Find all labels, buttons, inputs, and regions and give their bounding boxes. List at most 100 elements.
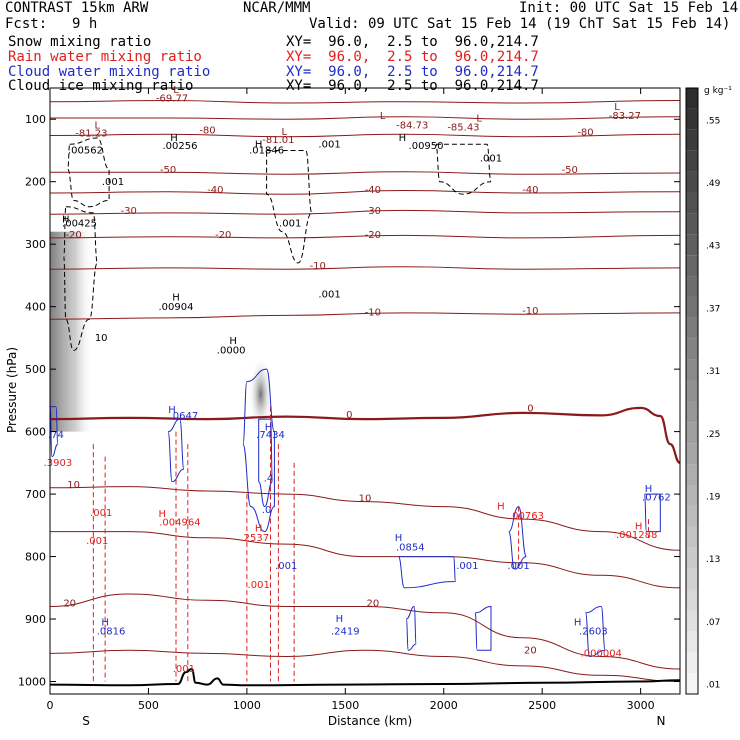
temperature-label: -80 bbox=[199, 126, 215, 137]
temperature-label: -30 bbox=[365, 206, 381, 217]
colorbar-swatch bbox=[686, 631, 698, 653]
cloud-ice-contour bbox=[266, 149, 313, 264]
y-tick-label: 700 bbox=[25, 488, 46, 501]
cloud-water-contour bbox=[242, 368, 275, 533]
cloud-ice-contour bbox=[67, 137, 110, 208]
forecast-label: Fcst: bbox=[5, 16, 48, 32]
high-marker: H bbox=[168, 405, 176, 416]
colorbar-swatch bbox=[686, 255, 698, 277]
low-marker: L bbox=[476, 114, 482, 125]
temperature-contour bbox=[50, 593, 680, 670]
high-marker: H bbox=[635, 522, 643, 533]
rain-water-label: .2537 bbox=[240, 533, 269, 544]
temperature-label: -80 bbox=[577, 127, 593, 138]
colorbar-swatch bbox=[686, 568, 698, 590]
colorbar-swatch bbox=[686, 652, 698, 674]
legend-snow-xy: XY= 96.0, 2.5 to 96.0,214.7 bbox=[286, 34, 539, 50]
colorbar-label: .55 bbox=[706, 116, 720, 126]
rain-water-label: .001 bbox=[90, 508, 112, 519]
cloud-water-label: .001 bbox=[275, 561, 297, 572]
cloud-ice-label: .0000 bbox=[217, 346, 246, 357]
colorbar-swatch bbox=[686, 276, 698, 297]
cloud-ice-label: 10 bbox=[95, 333, 108, 344]
rain-water-label: .001 bbox=[173, 664, 195, 675]
temperature-label: -69.77 bbox=[156, 94, 188, 105]
temperature-contour bbox=[50, 649, 680, 682]
temperature-contour bbox=[50, 266, 680, 270]
temperature-contour bbox=[50, 209, 680, 215]
cloud-ice-label: .01846 bbox=[249, 146, 284, 157]
temperature-contour bbox=[50, 486, 680, 551]
temperature-label: 0 bbox=[527, 404, 533, 415]
cloud-water-label: .0816 bbox=[97, 627, 126, 638]
legend-cloud-ice-xy: XY= 96.0, 2.5 to 96.0,214.7 bbox=[286, 78, 539, 94]
high-marker: H bbox=[395, 533, 403, 544]
temperature-contour bbox=[50, 99, 680, 104]
y-tick-label: 300 bbox=[25, 238, 46, 251]
temperature-contour bbox=[50, 116, 680, 120]
high-marker: H bbox=[158, 509, 166, 520]
colorbar-swatch bbox=[686, 485, 698, 506]
colorbar-swatch bbox=[686, 317, 698, 339]
y-axis-label: Pressure (hPa) bbox=[5, 347, 19, 433]
colorbar-swatch bbox=[686, 610, 698, 632]
colorbar-label: .07 bbox=[706, 618, 720, 628]
title-left: CONTRAST 15km ARW bbox=[5, 0, 149, 16]
rain-water-label: .001 bbox=[248, 580, 270, 591]
cloud-ice-label: .00425 bbox=[62, 219, 97, 230]
temperature-label: -40 bbox=[522, 185, 538, 196]
cloud-water-label: .001 bbox=[507, 561, 529, 572]
x-tick-label: 1000 bbox=[233, 699, 261, 712]
high-marker: H bbox=[574, 617, 582, 628]
cloud-ice-label: .001 bbox=[102, 177, 124, 188]
forecast-value: 9 h bbox=[72, 16, 98, 32]
colorbar-swatch bbox=[686, 296, 698, 318]
colorbar-swatch bbox=[686, 401, 698, 423]
temperature-label: -81.01 bbox=[262, 135, 294, 146]
colorbar-swatch bbox=[686, 88, 698, 109]
colorbar-swatch bbox=[686, 129, 698, 151]
cloud-water-contour bbox=[405, 605, 417, 651]
x-tick-label: 2500 bbox=[528, 699, 556, 712]
cloud-water-label: .4 bbox=[264, 474, 274, 485]
temperature-label: -83.27 bbox=[609, 111, 641, 122]
y-tick-label: 500 bbox=[25, 363, 46, 376]
legend-cloud-water: Cloud water mixing ratio bbox=[8, 64, 211, 80]
cloud-ice-label: .001 bbox=[480, 154, 502, 165]
temperature-label: 10 bbox=[359, 494, 372, 505]
temperature-label: -20 bbox=[65, 230, 81, 241]
x-tick-label: 1500 bbox=[331, 699, 359, 712]
cloud-water-label: .0854 bbox=[396, 542, 425, 553]
cloud-water-label: .0 bbox=[262, 505, 272, 516]
temperature-contour bbox=[50, 189, 680, 195]
plot-frame bbox=[49, 87, 681, 695]
colorbar-swatch bbox=[686, 589, 698, 611]
high-marker: H bbox=[265, 422, 273, 433]
temperature-label: -50 bbox=[160, 165, 176, 176]
legend-snow: Snow mixing ratio bbox=[8, 34, 152, 50]
colorbar-label: .31 bbox=[706, 367, 720, 377]
high-marker: H bbox=[229, 336, 237, 347]
cloud-water-label: .74 bbox=[48, 430, 64, 441]
y-tick-label: 600 bbox=[25, 426, 46, 439]
colorbar-swatch bbox=[686, 108, 698, 130]
x-tick-label: 2000 bbox=[430, 699, 458, 712]
cloud-water-label: .7434 bbox=[256, 430, 285, 441]
colorbar-label: .01 bbox=[706, 681, 720, 691]
temperature-contour bbox=[50, 531, 680, 589]
legend-rain-xy: XY= 96.0, 2.5 to 96.0,214.7 bbox=[286, 49, 539, 65]
colorbar-frame bbox=[685, 87, 699, 695]
temperature-label: 20 bbox=[63, 599, 76, 610]
temperature-label: -20 bbox=[215, 230, 231, 241]
colorbar-swatch bbox=[686, 380, 698, 402]
temperature-label: -84.73 bbox=[396, 121, 428, 132]
colorbar-swatch bbox=[686, 171, 698, 193]
temperature-label: -10 bbox=[522, 306, 538, 317]
cloud-ice-contour bbox=[435, 143, 492, 195]
low-marker: L bbox=[380, 111, 386, 122]
temperature-label: -20 bbox=[365, 230, 381, 241]
temperature-label: -10 bbox=[310, 261, 326, 272]
temperature-label: -30 bbox=[121, 206, 137, 217]
rain-water-label: .00763 bbox=[509, 511, 544, 522]
